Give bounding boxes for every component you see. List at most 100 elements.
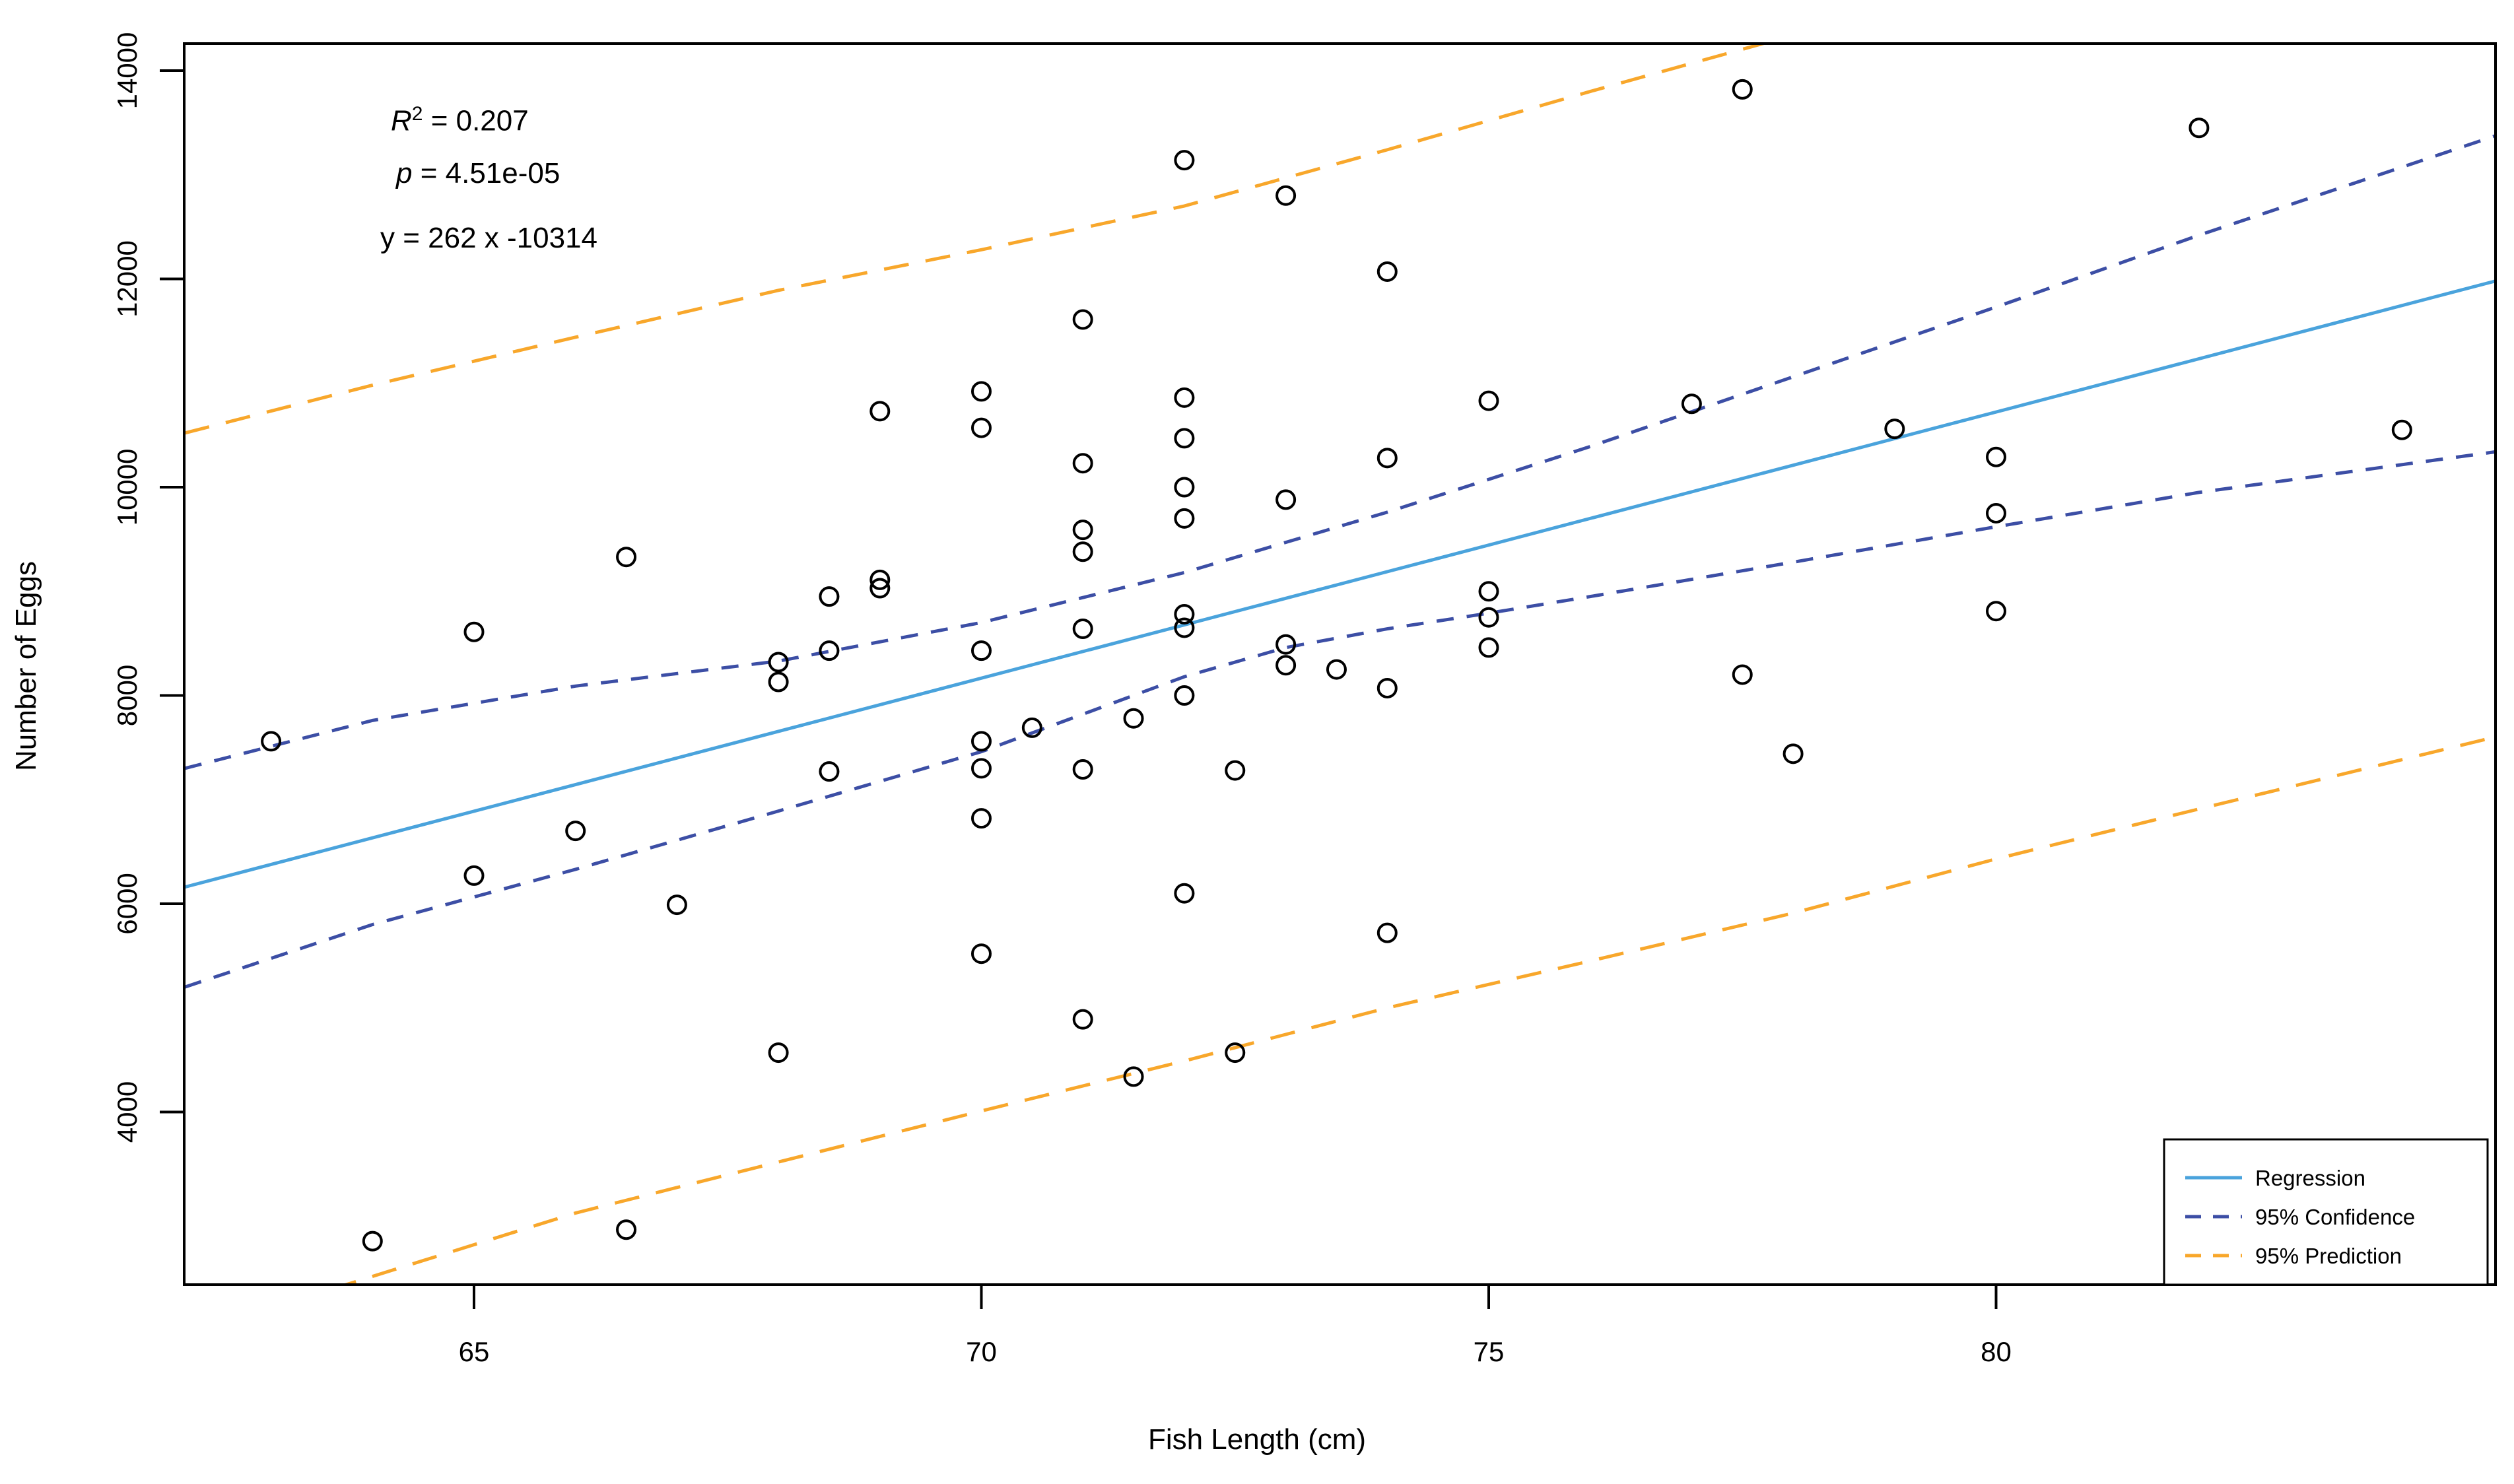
data-point xyxy=(1986,601,2006,622)
data-point xyxy=(819,586,840,607)
data-point xyxy=(1021,717,1042,738)
legend-label-prediction: 95% Prediction xyxy=(2255,1244,2402,1268)
legend-label-regression: Regression xyxy=(2255,1166,2365,1190)
data-point xyxy=(1072,309,1093,330)
data-point xyxy=(1072,453,1093,474)
data-point xyxy=(1072,520,1093,541)
annotation-equation: y = 262 x -10314 xyxy=(380,222,598,254)
y-axis-title: Number of Eggs xyxy=(10,561,42,771)
y-tick-label: 10000 xyxy=(112,449,143,526)
data-point xyxy=(1275,655,1297,676)
data-point xyxy=(1478,637,1499,658)
line-regression xyxy=(184,279,2496,889)
data-point xyxy=(463,865,485,886)
x-tick-label: 65 xyxy=(459,1336,490,1367)
data-point xyxy=(1275,185,1297,206)
data-point xyxy=(971,640,992,661)
data-point xyxy=(1478,607,1499,628)
data-point xyxy=(1986,502,2006,523)
annotation-p-value: p = 4.51e-05 xyxy=(396,157,560,190)
x-tick-label: 80 xyxy=(1981,1336,2012,1367)
data-point xyxy=(869,578,891,599)
y-tick-label: 4000 xyxy=(112,1081,143,1143)
data-point xyxy=(616,1219,637,1240)
data-point xyxy=(971,808,992,829)
data-point xyxy=(565,821,586,842)
data-point xyxy=(1174,603,1195,624)
data-point xyxy=(1174,617,1195,638)
data-point xyxy=(261,731,282,752)
x-tick-label: 70 xyxy=(966,1336,997,1367)
data-point xyxy=(1275,634,1297,655)
annotation-r-squared: R2 = 0.207 xyxy=(391,103,529,138)
data-point xyxy=(1174,477,1195,498)
data-point xyxy=(1986,446,2006,467)
data-point xyxy=(1884,419,1905,440)
data-point xyxy=(1326,659,1347,680)
data-point xyxy=(1072,759,1093,780)
data-point xyxy=(1123,708,1144,729)
data-point xyxy=(1783,743,1804,764)
data-point xyxy=(768,1042,789,1063)
data-point xyxy=(1174,150,1195,171)
y-tick-label: 12000 xyxy=(112,240,143,318)
data-point xyxy=(2391,419,2412,440)
legend-box xyxy=(2163,1138,2489,1286)
plot-border xyxy=(183,42,2497,1286)
data-point xyxy=(768,652,789,673)
annotation-r2-superscript: 2 xyxy=(411,103,423,125)
data-point xyxy=(1376,261,1398,282)
data-point xyxy=(1732,664,1753,685)
data-point xyxy=(971,417,992,438)
data-point xyxy=(1478,390,1499,411)
line-95-prediction-upper xyxy=(184,44,1769,435)
annotation-p-symbol: p xyxy=(396,157,413,189)
data-point xyxy=(768,671,789,692)
data-point xyxy=(971,943,992,964)
annotation-p-text: = 4.51e-05 xyxy=(412,157,561,189)
data-point xyxy=(1174,685,1195,706)
data-point xyxy=(1681,393,1702,415)
data-point xyxy=(1174,883,1195,904)
line-95-confidence-lower xyxy=(184,450,2496,989)
data-point xyxy=(869,569,891,590)
data-point xyxy=(819,761,840,782)
data-point xyxy=(1123,1066,1144,1087)
data-point xyxy=(1376,448,1398,469)
data-point xyxy=(869,401,891,422)
data-point xyxy=(1376,677,1398,698)
data-point xyxy=(1072,541,1093,562)
data-point xyxy=(1174,508,1195,529)
data-point xyxy=(1072,619,1093,640)
data-point xyxy=(971,381,992,402)
line-95-confidence-upper xyxy=(184,134,2496,770)
data-point xyxy=(463,621,485,642)
y-tick-label: 8000 xyxy=(112,665,143,726)
y-tick-label: 14000 xyxy=(112,32,143,110)
data-point xyxy=(1225,760,1246,781)
data-point xyxy=(1225,1042,1246,1063)
data-point xyxy=(971,731,992,752)
data-point xyxy=(971,758,992,779)
x-axis-title: Fish Length (cm) xyxy=(1147,1423,1367,1456)
data-point xyxy=(1732,79,1753,100)
data-point xyxy=(666,894,687,916)
annotation-r2-value: = 0.207 xyxy=(423,104,529,137)
data-point xyxy=(362,1231,383,1252)
line-95-prediction-lower xyxy=(340,735,2496,1285)
data-point xyxy=(1478,581,1499,602)
x-tick-label: 75 xyxy=(1474,1336,1505,1367)
data-point xyxy=(819,640,840,661)
data-point xyxy=(2189,118,2210,139)
legend-label-confidence: 95% Confidence xyxy=(2255,1205,2416,1229)
data-point xyxy=(1376,922,1398,943)
y-tick-label: 6000 xyxy=(112,873,143,934)
data-point xyxy=(1174,387,1195,408)
data-point xyxy=(1275,489,1297,510)
data-point xyxy=(1072,1009,1093,1030)
data-point xyxy=(1174,428,1195,449)
annotation-r2-symbol: R xyxy=(391,104,412,137)
data-point xyxy=(616,547,637,568)
